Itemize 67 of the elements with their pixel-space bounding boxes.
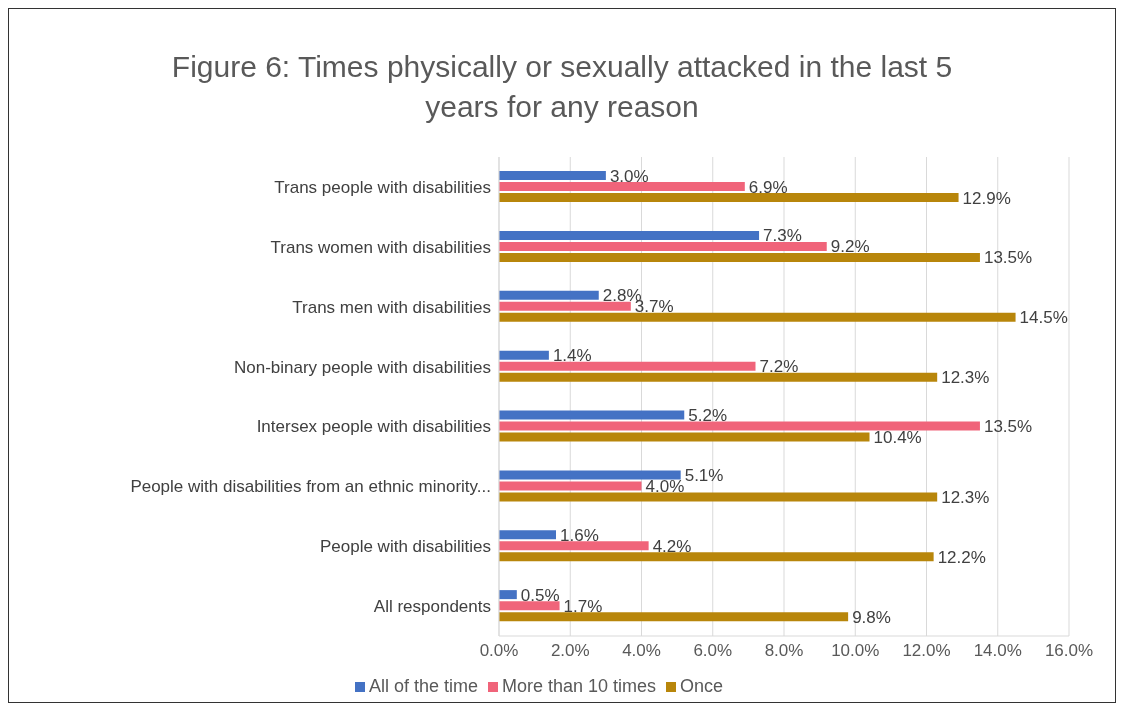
x-tick-label: 8.0%	[764, 641, 804, 661]
data-label: 4.2%	[652, 536, 692, 556]
y-tick-label: People with disabilities	[319, 537, 491, 557]
data-label: 6.9%	[748, 177, 788, 197]
x-tick-label: 0.0%	[479, 641, 519, 661]
bar	[499, 361, 756, 371]
data-label: 9.2%	[830, 237, 870, 257]
bar	[499, 421, 980, 431]
bar	[499, 171, 606, 180]
bar	[499, 601, 560, 611]
x-tick-label: 2.0%	[550, 641, 590, 661]
bar	[499, 530, 556, 540]
data-label: 1.6%	[560, 525, 599, 545]
bar	[499, 301, 631, 311]
y-tick-label: Trans women with disabilities	[270, 237, 491, 257]
data-label: 13.5%	[983, 248, 1033, 268]
data-label: 9.8%	[852, 607, 891, 627]
y-tick-label: Non-binary people with disabilities	[233, 357, 491, 377]
legend-label: More than 10 times	[501, 676, 657, 696]
bar	[499, 612, 849, 622]
chart-title: Figure 6: Times physically or sexually attacked in the last 5 years for any reason	[170, 49, 954, 125]
legend-label: All of the time	[368, 676, 478, 696]
x-tick-label: 16.0%	[1044, 641, 1094, 661]
x-tick-label: 4.0%	[622, 641, 661, 661]
data-label: 12.9%	[962, 188, 1011, 208]
data-label: 14.5%	[1019, 308, 1068, 328]
data-label: 12.2%	[937, 547, 986, 567]
x-tick-label: 10.0%	[831, 641, 880, 661]
data-label: 4.0%	[645, 476, 685, 496]
y-tick-label: All respondents	[373, 597, 491, 617]
data-label: 10.4%	[873, 428, 922, 448]
data-label: 1.4%	[552, 346, 592, 366]
bar	[499, 193, 959, 202]
data-label: 7.3%	[763, 226, 802, 246]
data-label: 0.5%	[520, 585, 560, 605]
data-label: 5.2%	[688, 406, 727, 426]
data-label: 13.5%	[983, 417, 1033, 437]
data-label: 12.3%	[941, 368, 990, 388]
y-tick-label: Intersex people with disabilities	[256, 417, 491, 437]
y-tick-label: Trans men with disabilities	[292, 297, 491, 317]
bar	[499, 552, 934, 562]
data-label: 1.7%	[563, 596, 603, 616]
bar	[499, 372, 938, 382]
bar	[499, 492, 938, 502]
data-label: 12.3%	[941, 487, 990, 507]
y-tick-label: People with disabilities from an ethnic minority...	[130, 477, 491, 497]
bar	[499, 182, 745, 191]
bar	[499, 410, 685, 420]
bar	[499, 590, 517, 600]
bar	[499, 470, 681, 480]
bar	[499, 432, 870, 442]
x-tick-label: 6.0%	[693, 641, 733, 661]
data-label: 5.1%	[684, 465, 724, 485]
y-tick-label: Trans people with disabilities	[274, 177, 491, 197]
bar	[499, 350, 549, 360]
x-tick-label: 14.0%	[973, 641, 1022, 661]
bar	[499, 312, 1016, 322]
bar	[499, 241, 827, 251]
legend-label: Once	[680, 676, 724, 696]
data-label: 7.2%	[759, 357, 799, 377]
bar	[499, 481, 642, 491]
bar	[499, 290, 599, 300]
data-label: 3.0%	[609, 166, 649, 186]
bar	[499, 541, 649, 551]
x-tick-label: 12.0%	[902, 641, 951, 661]
bar	[499, 252, 980, 262]
bar	[499, 230, 760, 240]
